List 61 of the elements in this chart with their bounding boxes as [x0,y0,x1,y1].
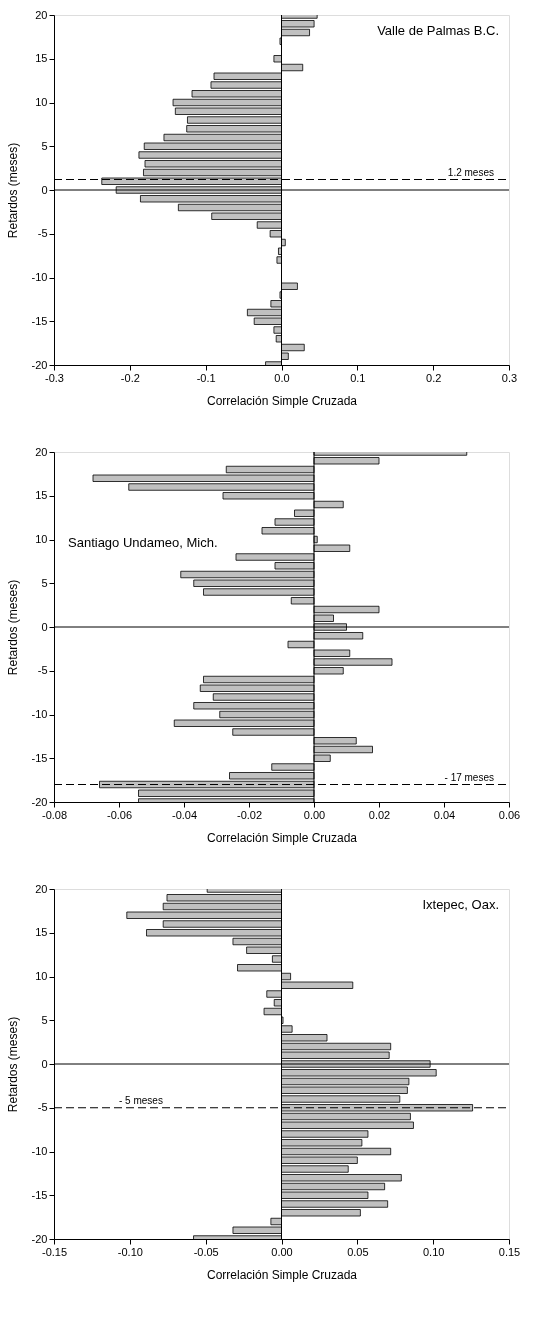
y-tick-label: 5 [41,576,48,589]
x-axis-title: Correlación Simple Cruzada [206,393,358,408]
x-tick-label: 0.00 [303,808,326,821]
y-tick-label: -5 [37,1101,48,1114]
y-axis-title: Retardos (meses) [5,579,20,676]
x-tick-label: -0.02 [236,808,263,821]
y-tick-label: -15 [31,751,48,764]
x-axis-title: Correlación Simple Cruzada [206,830,358,845]
x-tick-label: 0.15 [498,1245,521,1258]
x-tick-label: 0.0 [274,371,290,384]
x-tick-label: 0.02 [368,808,391,821]
y-tick-label: 15 [35,52,48,65]
y-tick-label: 20 [35,445,48,458]
x-tick-label: 0.2 [426,371,442,384]
y-tick-label: -20 [31,1232,48,1245]
y-tick-label: -10 [31,708,48,720]
x-tick-label: -0.05 [193,1245,219,1258]
x-tick-label: -0.15 [41,1245,68,1258]
y-tick-label: 20 [35,8,48,21]
x-tick-label: 0.00 [271,1245,293,1258]
y-tick-label: -5 [37,664,48,677]
y-tick-label: 0 [41,620,48,633]
y-tick-label: 20 [35,882,48,895]
y-tick-label: -5 [37,227,48,240]
y-tick-label: 5 [41,1013,48,1026]
x-axis-title: Correlación Simple Cruzada [206,1267,358,1282]
x-tick-label: -0.04 [171,808,198,821]
y-tick-label: 10 [35,970,48,982]
x-tick-label: 0.04 [433,808,456,821]
x-tick-label: 0.05 [347,1245,369,1258]
y-tick-label: 10 [35,533,48,545]
x-tick-label: -0.1 [196,371,216,384]
y-tick-label: 10 [35,96,48,108]
y-tick-label: -10 [31,1145,48,1157]
y-axis-title: Retardos (meses) [5,142,20,239]
x-tick-label: -0.08 [41,808,68,821]
x-tick-label: -0.2 [120,371,140,384]
x-tick-label: 0.10 [422,1245,445,1258]
ref-line-label: - 17 meses [444,771,494,783]
y-tick-label: -10 [31,271,48,283]
x-tick-label: 0.3 [501,371,518,384]
x-tick-label: -0.3 [45,371,64,384]
y-tick-label: -20 [31,795,48,808]
annotation: Ixtepec, Oax. [422,897,499,912]
y-tick-label: 5 [41,139,48,152]
x-tick-label: -0.10 [117,1245,143,1258]
annotation: Santiago Undameo, Mich. [68,535,218,550]
annotation: Valle de Palmas B.C. [377,23,499,38]
y-tick-label: -15 [31,1188,48,1201]
x-tick-label: 0.1 [350,371,366,384]
ref-line-label: - 5 meses [119,1094,163,1106]
y-tick-label: 15 [35,926,48,939]
y-tick-label: -15 [31,314,48,327]
y-tick-label: -20 [31,358,48,371]
y-tick-label: 0 [41,183,48,196]
y-axis-title: Retardos (meses) [5,1016,20,1113]
x-tick-label: 0.06 [498,808,521,821]
ref-line-label: 1.2 meses [447,166,494,178]
y-tick-label: 15 [35,489,48,502]
y-tick-label: 0 [41,1057,48,1070]
x-tick-label: -0.06 [106,808,133,821]
